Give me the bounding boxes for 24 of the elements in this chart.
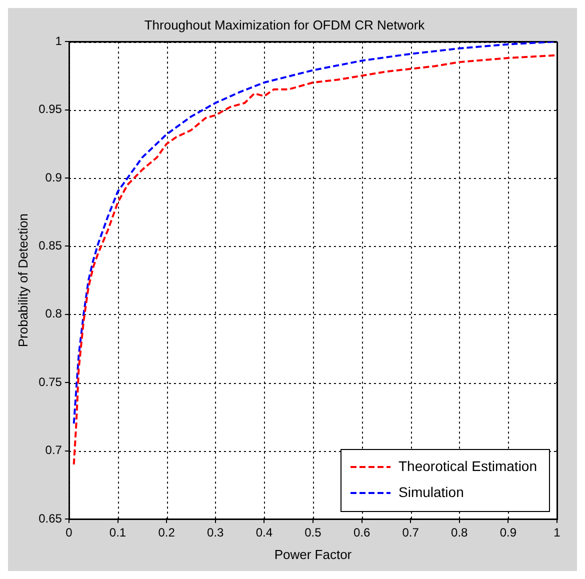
x-tick-label: 0.8 [451,526,468,540]
x-tick-label: 0.7 [402,526,420,540]
x-tick-label: 0.4 [256,526,273,540]
y-tick-label: 0.9 [45,170,62,184]
y-tick-label: 0.85 [38,238,62,253]
y-tick-label: 0.8 [45,306,62,321]
x-tick-label: 1 [554,526,561,540]
x-tick-label: 0.6 [353,526,370,540]
x-tick-label: 0.1 [109,526,126,540]
x-tick-label: 0.5 [304,526,322,540]
y-axis-title: Probability of Detection [15,213,30,348]
y-tick-label: 0.7 [45,443,62,458]
legend-label: Simulation [398,484,464,500]
y-tick-label: 0.75 [38,374,62,389]
x-tick-label: 0.3 [207,526,224,540]
y-tick-label: 0.95 [38,102,62,116]
x-tick-label: 0 [66,526,73,540]
x-axis-title: Power Factor [274,546,352,562]
y-tick-label: 1 [55,34,62,48]
x-tick-label: 0.2 [158,526,176,540]
x-tick-label: 0.9 [500,526,517,540]
legend-label: Theorotical Estimation [398,458,538,474]
y-tick-label: 0.65 [38,511,62,526]
chart-title: Throughout Maximization for OFDM CR Network [144,17,426,32]
